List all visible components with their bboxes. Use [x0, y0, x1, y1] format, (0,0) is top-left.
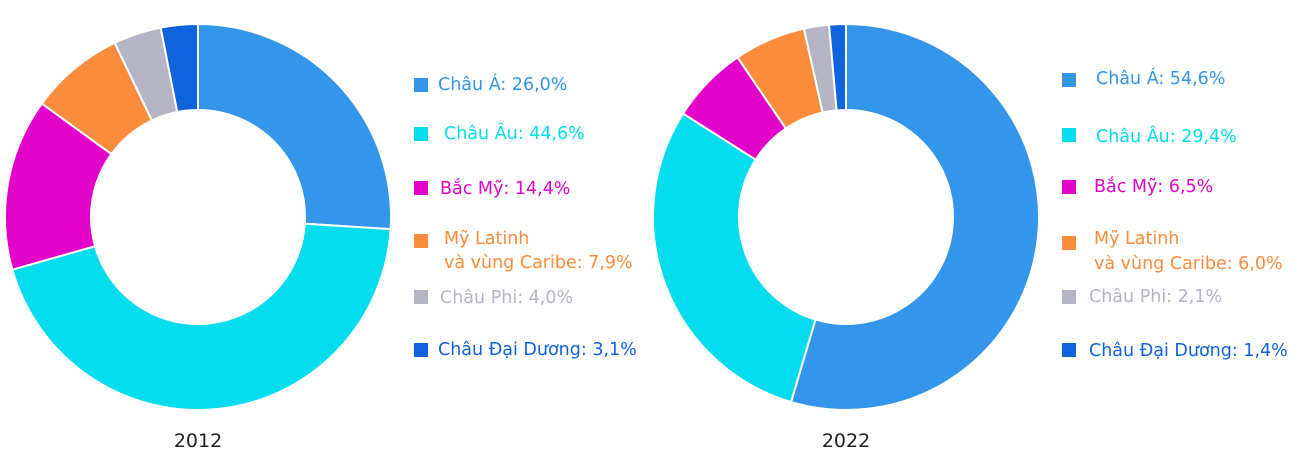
donut-svg-2012 — [4, 22, 392, 411]
slice-chau-a — [789, 22, 1040, 411]
slice-chau-au — [11, 222, 392, 411]
slice-chau-au — [652, 112, 817, 404]
legend-2022: Châu Á: 54,6% Châu Âu: 29,4% Bắc Mỹ: 6,5% M… — [648, 0, 1309, 470]
donut-svg-2022 — [652, 22, 1040, 411]
legend-swatch-chau-a — [414, 78, 428, 92]
legend-label-chau-a: Châu Á: 26,0% — [438, 75, 568, 95]
legend-swatch-chau-dai-duong — [1062, 343, 1076, 357]
legend-label-my-latinh-va-vung-caribe: Mỹ Latinh — [444, 229, 530, 249]
legend-label-chau-au: Châu Âu: 44,6% — [444, 124, 585, 144]
legend-label-chau-phi: Châu Phi: 4,0% — [440, 288, 574, 308]
chart-year-label-2012: 2012 — [173, 430, 223, 452]
slice-chau-a — [197, 22, 392, 231]
legend-label-my-latinh-va-vung-caribe: Mỹ Latinh — [1094, 229, 1180, 249]
legend-swatch-my-latinh-va-vung-caribe — [414, 234, 428, 248]
legend-swatch-chau-phi — [414, 290, 428, 304]
legend-label-line2-my-latinh-va-vung-caribe: và vùng Caribe: 6,0% — [1094, 254, 1283, 274]
legend-swatch-bac-my — [1062, 180, 1076, 194]
legend-swatch-my-latinh-va-vung-caribe — [1062, 236, 1076, 250]
legend-label-bac-my: Bắc Mỹ: 14,4% — [440, 179, 571, 199]
legend-2012: Châu Á: 26,0% Châu Âu: 44,6% Bắc Mỹ: 14,4%… — [414, 75, 637, 360]
legend-label-chau-phi: Châu Phi: 2,1% — [1089, 287, 1223, 307]
legend-swatch-chau-au — [1062, 128, 1076, 142]
donut-chart-2022: Châu Á: 54,6% Châu Âu: 29,4% Bắc Mỹ: 6,5% M… — [648, 0, 1309, 470]
legend-swatch-chau-a — [1062, 73, 1076, 87]
slice-chau-dai-duong — [159, 22, 199, 114]
donut-chart-2012: Châu Á: 26,0% Châu Âu: 44,6% Bắc Mỹ: 14,4%… — [4, 22, 637, 452]
legend-swatch-chau-au — [414, 127, 428, 141]
legend-label-line2-my-latinh-va-vung-caribe: và vùng Caribe: 7,9% — [444, 253, 633, 273]
legend-swatch-bac-my — [414, 181, 428, 195]
legend-label-chau-a: Châu Á: 54,6% — [1096, 69, 1226, 89]
legend-label-bac-my: Bắc Mỹ: 6,5% — [1094, 177, 1214, 197]
legend-label-chau-dai-duong: Châu Đại Dương: 3,1% — [438, 340, 637, 360]
legend-label-chau-au: Châu Âu: 29,4% — [1096, 127, 1237, 147]
chart-year-label-2022: 2022 — [821, 430, 871, 452]
legend-swatch-chau-phi — [1062, 290, 1076, 304]
legend-swatch-chau-dai-duong — [414, 343, 428, 357]
slice-chau-dai-duong — [827, 22, 847, 112]
legend-label-chau-dai-duong: Châu Đại Dương: 1,4% — [1089, 341, 1288, 361]
